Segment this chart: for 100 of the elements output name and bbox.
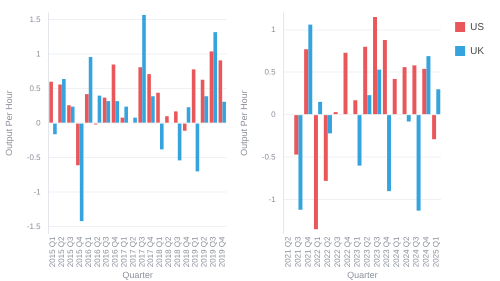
bar: [156, 92, 160, 123]
y-tick-label: -1: [268, 194, 276, 204]
x-tick-label: 2015 Q2: [57, 236, 66, 268]
bar: [298, 115, 302, 210]
bar: [80, 124, 84, 222]
bar: [358, 115, 362, 166]
bar: [324, 115, 328, 181]
x-tick-label: 2015 Q1: [48, 236, 58, 268]
bar: [67, 105, 71, 123]
x-tick-label: 2019 Q2: [200, 236, 209, 268]
bar: [178, 124, 182, 160]
x-tick-label: 2017 Q3: [137, 236, 146, 268]
y-tick-label: 1: [271, 24, 276, 34]
bar: [373, 17, 378, 114]
bar: [367, 95, 372, 114]
x-tick-label: 2025 Q1: [431, 236, 440, 268]
bar: [213, 32, 218, 123]
bar: [304, 49, 308, 114]
bar: [151, 96, 155, 123]
y-tick-label: 0: [271, 110, 276, 119]
x-tick-label: 2017 Q1: [119, 236, 128, 268]
bar: [76, 124, 80, 166]
x-tick-label: 2021 Q4: [303, 236, 312, 268]
bar: [426, 56, 430, 114]
x-tick-label: 2016 Q3: [102, 236, 111, 268]
bar: [147, 74, 151, 123]
bar: [314, 115, 318, 230]
bar: [160, 124, 164, 150]
bar: [88, 56, 92, 123]
bar: [124, 106, 128, 123]
bar: [174, 111, 178, 123]
bar: [106, 101, 110, 123]
y-axis-title: Output Per Hour: [4, 90, 14, 156]
bar: [412, 65, 416, 114]
x-tick-label: 2018 Q4: [182, 236, 191, 268]
x-tick-label: 2018 Q2: [164, 236, 174, 268]
bar: [53, 124, 57, 134]
bar: [406, 115, 411, 122]
x-tick-label: 2019 Q4: [217, 236, 226, 268]
bar: [120, 118, 124, 123]
x-tick-label: 2021 Q2: [284, 236, 293, 268]
bar: [182, 124, 187, 131]
x-tick-label: 2024 Q3: [412, 236, 421, 268]
x-tick-label: 2017 Q2: [128, 236, 138, 268]
bar: [328, 115, 332, 134]
bar: [49, 82, 53, 123]
bar: [222, 102, 226, 123]
x-tick-label: 2022 Q2: [323, 236, 332, 268]
bar: [432, 115, 436, 140]
x-tick-label: 2015 Q4: [74, 236, 84, 268]
y-tick-label: 1: [36, 49, 42, 58]
y-tick-label: 1.5: [29, 14, 42, 24]
bar: [62, 79, 66, 123]
y-tick-label: -1.5: [26, 222, 42, 231]
bar: [70, 106, 75, 123]
x-tick-label: 2016 Q1: [84, 236, 93, 268]
x-tick-label: 2023 Q3: [372, 236, 382, 268]
x-tick-label: 2019 Q1: [190, 236, 200, 268]
x-tick-label: 2018 Q1: [155, 236, 164, 268]
x-tick-label: 2022 Q4: [342, 236, 352, 268]
bar: [186, 107, 190, 123]
bar: [102, 98, 106, 123]
bar: [402, 67, 407, 114]
legend-label: UK: [470, 46, 484, 57]
bar: [138, 67, 142, 123]
x-tick-label: 2019 Q3: [208, 236, 218, 268]
bar: [200, 80, 204, 123]
bar: [196, 124, 200, 172]
bar: [353, 100, 358, 114]
x-axis-title: Quarter: [347, 270, 378, 280]
bar: [387, 115, 392, 192]
x-tick-label: 2024 Q2: [402, 236, 411, 268]
bar: [165, 116, 169, 123]
x-tick-label: 2022 Q1: [313, 236, 322, 268]
x-tick-label: 2024 Q1: [392, 236, 402, 268]
bar: [344, 52, 348, 114]
bar: [436, 89, 440, 114]
x-tick-label: 2022 Q3: [332, 236, 342, 268]
bar: [218, 60, 222, 123]
bar: [192, 69, 196, 123]
y-tick-label: -0.5: [26, 152, 42, 162]
bar: [142, 14, 146, 123]
x-tick-label: 2016 Q4: [110, 236, 120, 268]
x-tick-label: 2016 Q2: [92, 236, 102, 268]
x-tick-label: 2021 Q3: [294, 236, 303, 268]
x-tick-label: 2023 Q2: [362, 236, 372, 268]
bar: [363, 46, 368, 114]
x-axis-title: Quarter: [122, 270, 153, 280]
bar: [58, 84, 62, 123]
bar: [84, 94, 89, 123]
bar: [115, 101, 120, 123]
bar: [308, 24, 312, 114]
bar: [98, 96, 102, 123]
y-tick-label: -1: [33, 187, 42, 196]
bar: [112, 64, 116, 123]
x-tick-label: 2017 Q4: [146, 236, 156, 268]
bar: [210, 51, 214, 123]
legend-label: US: [470, 22, 484, 33]
y-tick-label: 0.5: [29, 84, 42, 93]
y-tick-label: -0.5: [262, 152, 276, 162]
